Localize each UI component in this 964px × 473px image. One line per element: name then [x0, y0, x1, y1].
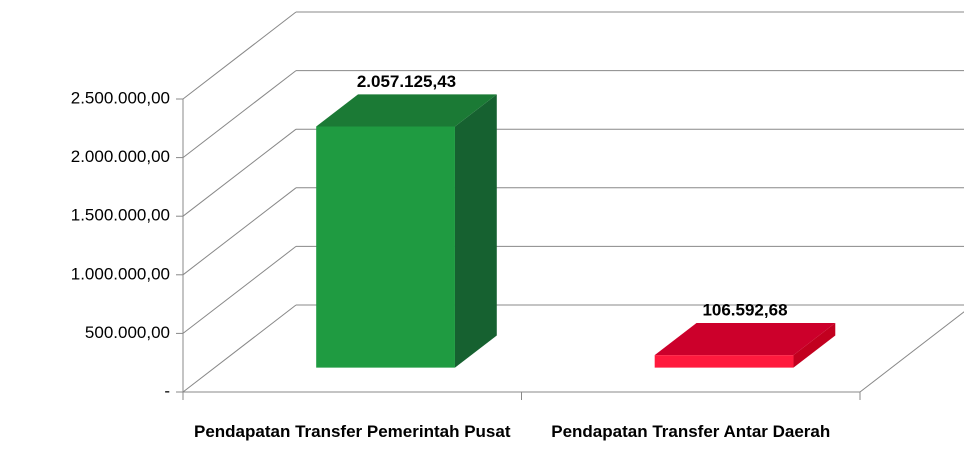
- bar: [654, 355, 794, 368]
- x-tick-label: Pendapatan Transfer Antar Daerah: [551, 422, 831, 441]
- y-tick-label: 1.000.000,00: [71, 264, 170, 283]
- grid-line: [182, 11, 297, 100]
- grid-line: [182, 128, 297, 217]
- x-tick-label: Pendapatan Transfer Pemerintah Pusat: [194, 422, 511, 441]
- data-label: 106.592,68: [702, 300, 787, 319]
- y-tick-label: 1.500.000,00: [71, 206, 170, 225]
- data-label: 2.057.125,43: [357, 72, 456, 91]
- floor-edge: [859, 311, 964, 393]
- y-tick-label: -: [164, 381, 170, 400]
- bar-side: [793, 322, 836, 368]
- grid-line: [182, 70, 297, 158]
- bar-top: [316, 94, 497, 127]
- grid-line: [182, 187, 297, 276]
- bar-top: [654, 322, 836, 356]
- y-tick-label: 500.000,00: [85, 323, 170, 342]
- bar-side: [454, 94, 497, 368]
- grid-line: [182, 246, 297, 334]
- bar: [316, 126, 455, 368]
- y-tick-label: 2.500.000,00: [71, 88, 170, 107]
- y-tick-label: 2.000.000,00: [71, 147, 170, 166]
- grid-line: [182, 304, 297, 393]
